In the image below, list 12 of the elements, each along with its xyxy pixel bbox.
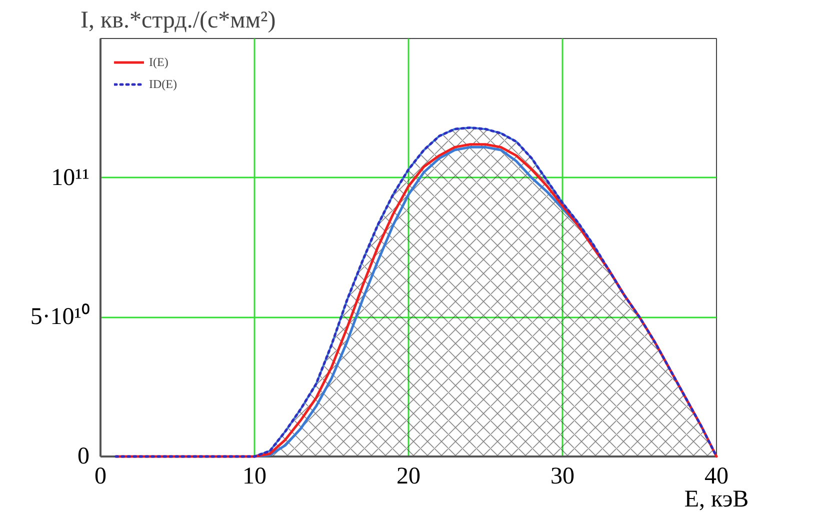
x-tick-label: 20 xyxy=(396,464,420,490)
x-axis-title: E, кэВ xyxy=(684,486,749,512)
legend-label: ID(E) xyxy=(149,76,177,92)
y-tick-label: 0 xyxy=(78,444,90,470)
legend-label: I(E) xyxy=(149,54,169,70)
x-tick-label: 10 xyxy=(242,464,266,490)
y-tick-label: 10¹¹ xyxy=(51,164,90,191)
y-axis-title: I, кв.*стрд./(с*мм²) xyxy=(80,8,276,34)
x-tick-label: 0 xyxy=(94,464,106,490)
x-tick-label: 30 xyxy=(550,464,574,490)
x-tick-label: 40 xyxy=(704,464,728,490)
y-tick-label: 5·10¹⁰ xyxy=(30,303,90,330)
